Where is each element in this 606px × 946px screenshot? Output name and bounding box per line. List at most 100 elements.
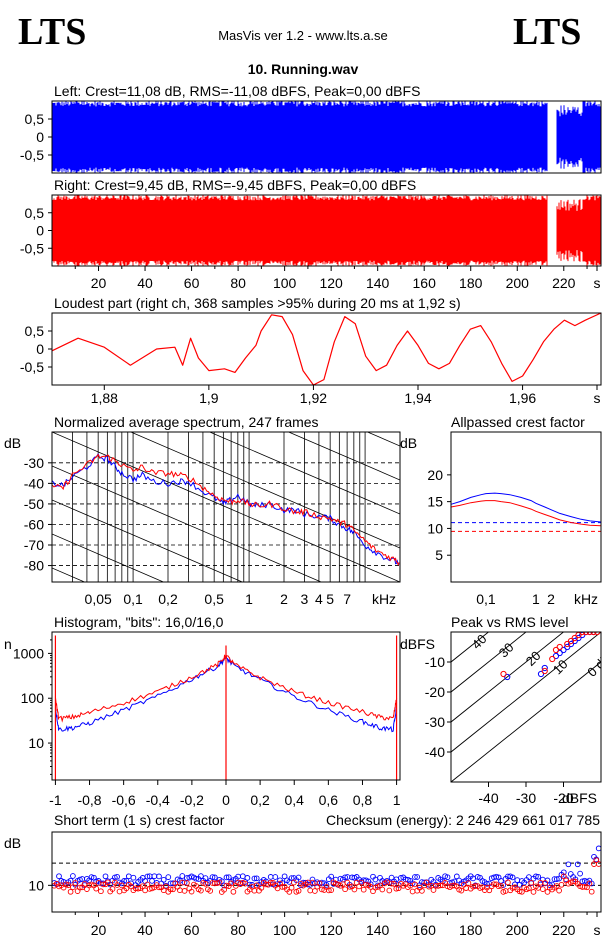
- right-xtick-label: 60: [184, 275, 200, 291]
- spectrum-grid: [52, 432, 400, 582]
- histogram-xtick-label: 0,2: [250, 792, 270, 808]
- histogram-xtick-label: 0,4: [285, 792, 305, 808]
- right-xtick-label: 140: [366, 275, 390, 291]
- histogram-xtick-label: -0,2: [180, 792, 204, 808]
- shortcrest-point: [77, 876, 83, 883]
- spectrum-xtick-label: 3: [301, 591, 309, 607]
- shortcrest-point: [223, 882, 230, 889]
- right-xtick-label: 120: [319, 275, 343, 291]
- shortcrest-point: [65, 882, 72, 888]
- peakrms-diag: [451, 632, 565, 723]
- shortcrest-point: [351, 886, 358, 893]
- crest-ytick-label: 5: [435, 547, 443, 563]
- shortcrest-point: [221, 886, 227, 893]
- spectrum-ytick-label: -80: [24, 558, 44, 574]
- shortcrest-point: [253, 875, 260, 882]
- right-xtick-label: 40: [137, 275, 153, 291]
- peakrms-ytick-label: -20: [425, 684, 445, 700]
- shortcrest-point: [228, 880, 234, 887]
- shortcrest-point: [546, 882, 553, 888]
- spectrum-ytick-label: -40: [24, 475, 44, 491]
- shortcrest-point: [93, 885, 100, 892]
- peakrms-point: [537, 670, 545, 678]
- shortcrest-xtick-label: 180: [459, 922, 483, 938]
- histogram-xtick-label: 0,8: [353, 792, 373, 808]
- shortcrest-point: [346, 883, 353, 890]
- shortcrest-point: [114, 873, 120, 880]
- shortcrest-xtick-label: 140: [366, 922, 390, 938]
- shortcrest-point: [328, 887, 335, 893]
- shortcrest-point: [216, 879, 223, 886]
- shortcrest-point: [230, 888, 237, 895]
- histogram-ytick-label: 10: [28, 735, 44, 751]
- shortcrest-point: [409, 888, 416, 895]
- shortcrest-point: [272, 874, 279, 880]
- shortcrest-point: [342, 886, 348, 893]
- shortcrest-point: [202, 880, 209, 887]
- peakrms-point: [541, 664, 548, 672]
- shortcrest-point: [118, 882, 125, 889]
- peakrms-diag: [451, 632, 601, 753]
- shortcrest-point: [386, 887, 393, 894]
- left-waveform-ytick-label: 0,5: [25, 111, 45, 127]
- shortcrest-point: [295, 887, 302, 894]
- shortcrest-point: [581, 883, 588, 890]
- loudest-part-title: Loudest part (right ch, 368 samples >95%…: [54, 295, 461, 311]
- right-waveform-title: Right: Crest=9,45 dB, RMS=-9,45 dBFS, Pe…: [54, 177, 416, 193]
- shortcrest-point: [453, 873, 460, 880]
- histogram-xtick-label: -0,6: [112, 792, 136, 808]
- loudest-ytick-label: -0,5: [20, 359, 44, 375]
- peakrms-point: [504, 673, 511, 681]
- shortcrest-point: [484, 881, 490, 887]
- shortcrest-point: [198, 873, 204, 879]
- histogram-xtick-label: -0,8: [77, 792, 101, 808]
- peakrms-point: [560, 646, 567, 654]
- histogram-title: Histogram, "bits": 16,0/16,0: [54, 614, 224, 630]
- shortcrest-point: [67, 877, 74, 884]
- shortcrest-point: [242, 880, 248, 887]
- shortcrest-point: [316, 880, 323, 887]
- shortcrest-xtick-label: 200: [506, 922, 530, 938]
- shortcrest-point: [104, 879, 111, 886]
- shortcrest-point: [102, 873, 109, 880]
- peakrms-title: Peak vs RMS level: [451, 614, 568, 630]
- peakrms-ytick-label: -30: [425, 714, 445, 730]
- peakrms-point: [541, 667, 548, 675]
- right-waveform-ytick-label: 0,5: [25, 205, 45, 221]
- spectrum-xtick-label: kHz: [372, 591, 396, 607]
- shortcrest-point: [372, 884, 379, 891]
- shortcrest-xtick-label: 80: [230, 922, 246, 938]
- crest-xtick-label: kHz: [574, 591, 598, 607]
- loudest-frame: [51, 312, 602, 386]
- loudest-xtick-label: 1,9: [199, 390, 219, 406]
- peakrms-diag-label: 20: [523, 648, 544, 669]
- shortcrest-point: [565, 861, 572, 868]
- shortcrest-point: [242, 879, 248, 885]
- right-xtick-label: 20: [91, 275, 107, 291]
- right-xtick-label: 180: [459, 275, 483, 291]
- peakrms-point: [575, 634, 582, 642]
- logo-left: LTS: [18, 11, 86, 53]
- spectrum-xtick-label: 4: [315, 591, 323, 607]
- shortcrest-point: [207, 888, 214, 894]
- shortcrest-point: [358, 879, 365, 886]
- shortcrest-point: [544, 889, 551, 895]
- shortcrest-point: [188, 888, 195, 895]
- peakrms-ytick-label: -40: [425, 744, 445, 760]
- shortcrest-point: [379, 886, 386, 893]
- spectrum-xtick-label: 7: [343, 591, 351, 607]
- shortcrest-xtick-label: 120: [319, 922, 343, 938]
- shortcrest-point: [156, 873, 162, 880]
- shortcrest-point: [328, 873, 335, 880]
- shortcrest-point: [495, 883, 502, 890]
- shortcrest-point: [421, 879, 428, 886]
- shortcrest-point: [88, 874, 95, 880]
- peakrms-xtick-label: -40: [478, 790, 498, 806]
- shortcrest-point: [211, 874, 218, 881]
- spectrum-xtick-label: 0,05: [85, 591, 112, 607]
- shortcrest-xtick-label: 220: [552, 922, 576, 938]
- shortcrest-point: [142, 887, 148, 894]
- shortcrest-point: [493, 873, 500, 880]
- shortcrest-point: [279, 884, 286, 890]
- shortcrest-point: [414, 874, 421, 880]
